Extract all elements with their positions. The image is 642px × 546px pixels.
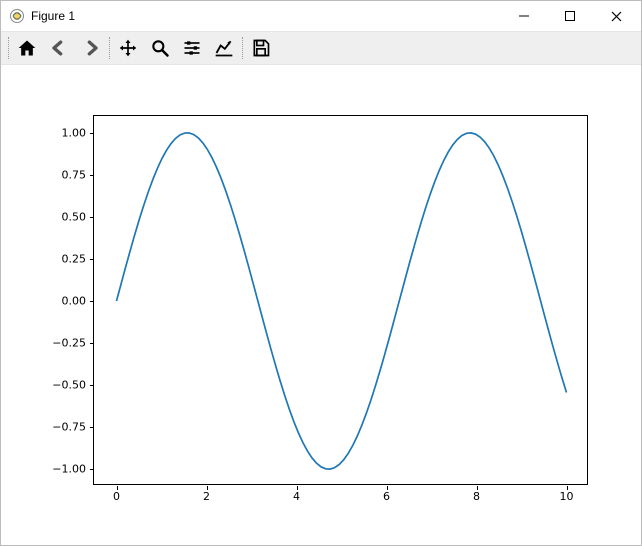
y-tick-mark bbox=[90, 427, 94, 428]
y-tick-label: 0.00 bbox=[26, 295, 86, 308]
y-tick-mark bbox=[90, 259, 94, 260]
x-tick-label: 2 bbox=[203, 490, 210, 503]
y-tick-label: 0.50 bbox=[26, 210, 86, 223]
forward-button[interactable] bbox=[76, 33, 106, 63]
y-tick-label: −1.00 bbox=[26, 463, 86, 476]
pan-button[interactable] bbox=[113, 33, 143, 63]
y-tick-mark bbox=[90, 385, 94, 386]
y-tick-mark bbox=[90, 469, 94, 470]
window-controls bbox=[501, 1, 639, 31]
configure-subplots-button[interactable] bbox=[177, 33, 207, 63]
toolbar bbox=[1, 31, 641, 65]
zoom-button[interactable] bbox=[145, 33, 175, 63]
x-tick-label: 8 bbox=[473, 490, 480, 503]
y-tick-label: −0.75 bbox=[26, 421, 86, 434]
edit-axes-button[interactable] bbox=[209, 33, 239, 63]
toolbar-divider bbox=[242, 37, 243, 59]
y-tick-mark bbox=[90, 343, 94, 344]
y-tick-label: 0.75 bbox=[26, 168, 86, 181]
line-plot bbox=[94, 116, 589, 486]
y-tick-label: −0.25 bbox=[26, 337, 86, 350]
close-button[interactable] bbox=[593, 1, 639, 31]
x-tick-label: 10 bbox=[560, 490, 574, 503]
app-icon bbox=[9, 8, 25, 24]
y-tick-mark bbox=[90, 301, 94, 302]
home-button[interactable] bbox=[12, 33, 42, 63]
y-tick-mark bbox=[90, 133, 94, 134]
y-tick-label: −0.50 bbox=[26, 379, 86, 392]
x-tick-label: 6 bbox=[383, 490, 390, 503]
maximize-button[interactable] bbox=[547, 1, 593, 31]
y-tick-label: 0.25 bbox=[26, 252, 86, 265]
save-button[interactable] bbox=[246, 33, 276, 63]
toolbar-divider bbox=[109, 37, 110, 59]
toolbar-divider bbox=[8, 37, 9, 59]
y-tick-label: 1.00 bbox=[26, 126, 86, 139]
titlebar: Figure 1 bbox=[1, 1, 641, 31]
y-tick-mark bbox=[90, 217, 94, 218]
back-button[interactable] bbox=[44, 33, 74, 63]
x-tick-label: 0 bbox=[113, 490, 120, 503]
axes-frame: −1.00−0.75−0.50−0.250.000.250.500.751.00… bbox=[93, 115, 588, 485]
window-title: Figure 1 bbox=[31, 9, 501, 23]
figure-area[interactable]: −1.00 −0.75 −0.50 −0.25 0.00 0.25 0.50 0.75 1.00… bbox=[1, 65, 641, 545]
x-tick-label: 4 bbox=[293, 490, 300, 503]
sine-line bbox=[117, 133, 567, 469]
minimize-button[interactable] bbox=[501, 1, 547, 31]
y-tick-mark bbox=[90, 175, 94, 176]
